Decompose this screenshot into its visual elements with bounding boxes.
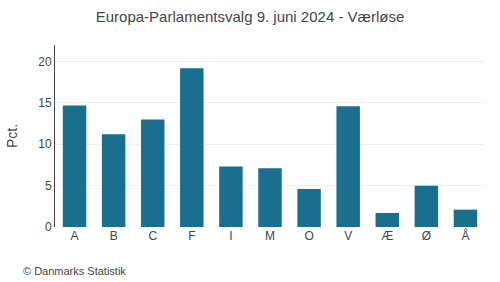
svg-text:C: C (148, 229, 157, 243)
svg-text:M: M (265, 229, 275, 243)
svg-text:A: A (71, 229, 79, 243)
svg-text:V: V (344, 229, 352, 243)
svg-text:20: 20 (38, 55, 52, 69)
svg-text:O: O (304, 229, 313, 243)
svg-text:I: I (229, 229, 232, 243)
svg-text:Æ: Æ (381, 229, 393, 243)
svg-text:10: 10 (38, 137, 52, 151)
svg-text:Å: Å (461, 228, 469, 243)
svg-text:F: F (188, 229, 195, 243)
svg-text:B: B (110, 229, 118, 243)
svg-text:15: 15 (38, 96, 52, 110)
svg-text:Europa-Parlamentsvalg 9. juni: Europa-Parlamentsvalg 9. juni 2024 - Vær… (96, 8, 404, 25)
svg-text:Pct.: Pct. (4, 124, 20, 148)
svg-text:0: 0 (45, 220, 52, 234)
svg-text:5: 5 (45, 179, 52, 193)
svg-text:Ø: Ø (422, 229, 431, 243)
svg-text:© Danmarks Statistik: © Danmarks Statistik (23, 265, 126, 277)
